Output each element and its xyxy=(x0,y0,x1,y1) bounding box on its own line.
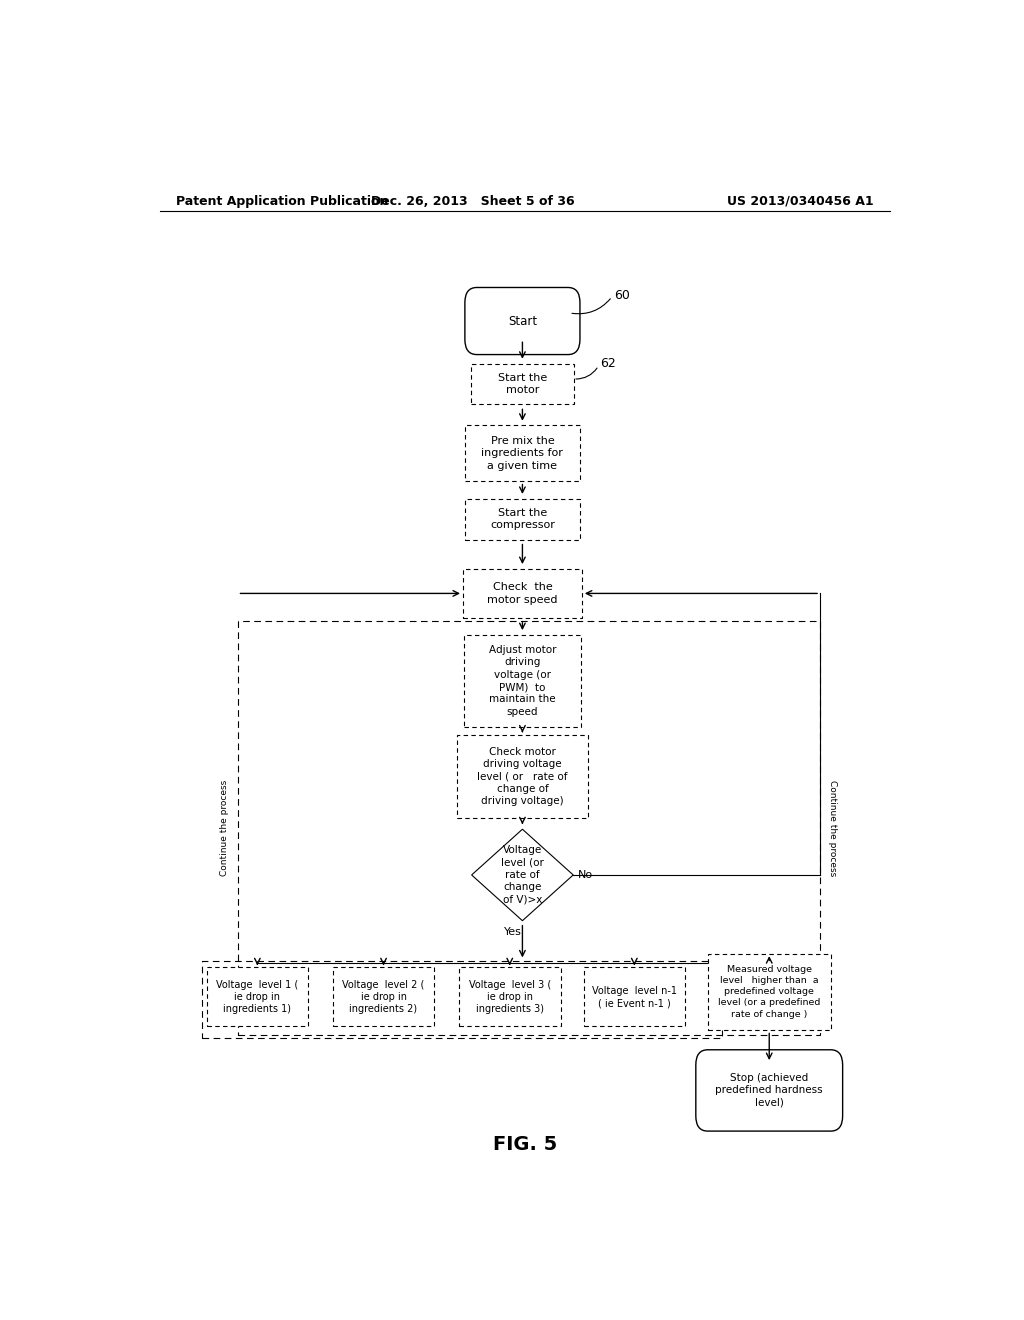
Text: Start the
compressor: Start the compressor xyxy=(489,508,555,531)
FancyBboxPatch shape xyxy=(459,968,560,1027)
FancyBboxPatch shape xyxy=(465,425,580,480)
Text: 62: 62 xyxy=(600,358,616,370)
FancyBboxPatch shape xyxy=(207,968,308,1027)
FancyBboxPatch shape xyxy=(471,364,574,404)
FancyBboxPatch shape xyxy=(464,635,582,726)
Text: Voltage  level 1 (
ie drop in
ingredients 1): Voltage level 1 ( ie drop in ingredients… xyxy=(216,979,298,1014)
Text: Voltage
level (or
rate of
change
of V)>x: Voltage level (or rate of change of V)>x xyxy=(501,845,544,904)
FancyBboxPatch shape xyxy=(696,1049,843,1131)
FancyBboxPatch shape xyxy=(584,968,685,1027)
Text: Check  the
motor speed: Check the motor speed xyxy=(487,582,558,605)
Text: Continue the process: Continue the process xyxy=(828,780,838,876)
FancyBboxPatch shape xyxy=(465,499,580,540)
Text: Yes: Yes xyxy=(504,927,522,937)
Polygon shape xyxy=(472,829,573,921)
FancyBboxPatch shape xyxy=(457,735,588,818)
Text: Patent Application Publication: Patent Application Publication xyxy=(176,194,388,207)
Text: Start: Start xyxy=(508,314,537,327)
Text: US 2013/0340456 A1: US 2013/0340456 A1 xyxy=(727,194,873,207)
Text: Measured voltage
level   higher than  a
predefined voltage
level (or a predefine: Measured voltage level higher than a pre… xyxy=(718,965,820,1019)
Text: Voltage  level 3 (
ie drop in
ingredients 3): Voltage level 3 ( ie drop in ingredients… xyxy=(469,979,551,1014)
FancyBboxPatch shape xyxy=(463,569,582,618)
FancyBboxPatch shape xyxy=(465,288,580,355)
Text: Voltage  level n-1
( ie Event n-1 ): Voltage level n-1 ( ie Event n-1 ) xyxy=(592,986,677,1008)
Text: Adjust motor
driving
voltage (or
PWM)  to
maintain the
speed: Adjust motor driving voltage (or PWM) to… xyxy=(488,645,556,717)
Text: Start the
motor: Start the motor xyxy=(498,372,547,395)
Text: FIG. 5: FIG. 5 xyxy=(493,1135,557,1154)
Text: 60: 60 xyxy=(613,289,630,302)
Text: Dec. 26, 2013   Sheet 5 of 36: Dec. 26, 2013 Sheet 5 of 36 xyxy=(372,194,575,207)
FancyBboxPatch shape xyxy=(333,968,434,1027)
Text: Check motor
driving voltage
level ( or   rate of
change of
driving voltage): Check motor driving voltage level ( or r… xyxy=(477,747,567,807)
Text: Pre mix the
ingredients for
a given time: Pre mix the ingredients for a given time xyxy=(481,436,563,470)
Text: Stop (achieved
predefined hardness
level): Stop (achieved predefined hardness level… xyxy=(716,1073,823,1107)
FancyBboxPatch shape xyxy=(708,954,830,1030)
Text: Continue the process: Continue the process xyxy=(220,780,229,876)
Text: Voltage  level 2 (
ie drop in
ingredients 2): Voltage level 2 ( ie drop in ingredients… xyxy=(342,979,425,1014)
Text: No: No xyxy=(578,870,593,880)
